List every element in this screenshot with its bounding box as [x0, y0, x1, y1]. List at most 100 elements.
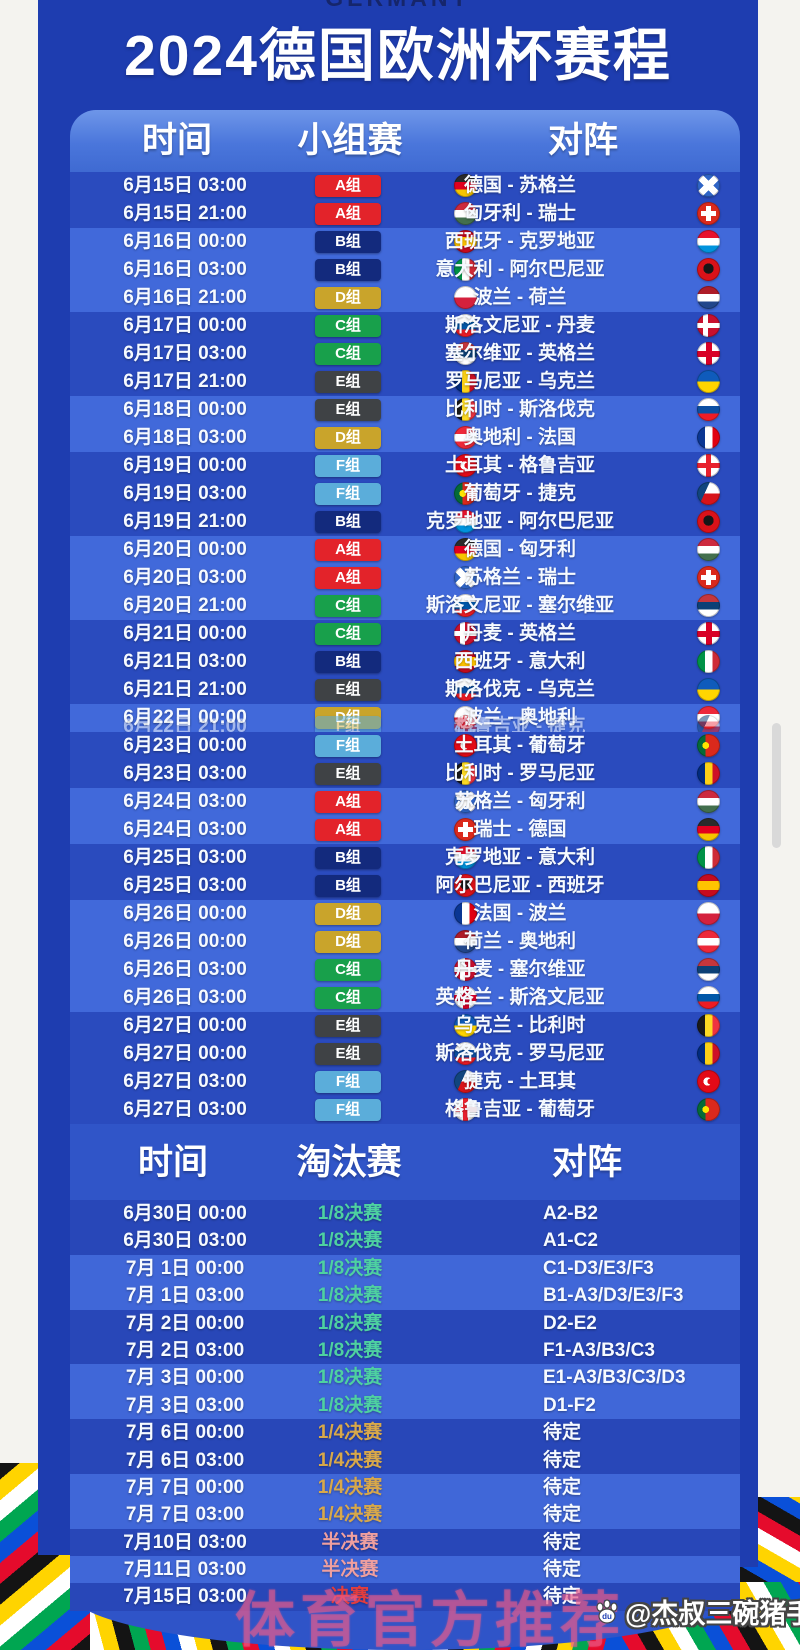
match-time: 6月24日 03:00	[123, 791, 247, 812]
knockout-stage-label: 1/4决赛	[317, 1422, 383, 1444]
croatia-flag-icon	[454, 846, 477, 869]
group-badge: B组	[315, 231, 381, 253]
matchup-text: 苏格兰 - 匈牙利	[454, 791, 586, 812]
knockout-row: 7月15日 03:00 决赛 待定	[70, 1583, 740, 1611]
group-stage-row: 6月17日 21:00 E组 罗马尼亚 - 乌克兰	[70, 368, 740, 396]
match-time: 6月19日 00:00	[123, 455, 247, 476]
matchup-text: 斯洛伐克 - 罗马尼亚	[435, 1043, 605, 1064]
group-badge: F组	[315, 455, 381, 477]
knockout-row: 7月11日 03:00 半决赛 待定	[70, 1556, 740, 1584]
knockout-stage-label: 1/8决赛	[317, 1257, 383, 1279]
group-stage-row: 6月21日 03:00 B组 西班牙 - 意大利	[70, 648, 740, 676]
column-header-time: 时间	[141, 121, 212, 160]
england-flag-icon	[697, 622, 720, 645]
match-time: 7月 1日 00:00	[125, 1257, 245, 1279]
knockout-rows: 6月30日 00:00 1/8决赛 A2-B2 6月30日 03:00 1/8决赛 A1-…	[70, 1200, 740, 1611]
matchup-text: 斯洛文尼亚 - 丹麦	[445, 315, 595, 336]
knockout-row: 7月 7日 03:00 1/4决赛 待定	[70, 1501, 740, 1529]
croatia-flag-icon	[454, 510, 477, 533]
belgium-flag-icon	[697, 1014, 720, 1037]
scrollbar-thumb[interactable]	[772, 723, 781, 848]
match-time: 6月27日 00:00	[123, 1043, 247, 1064]
portugal-flag-icon	[697, 734, 720, 757]
match-time: 7月10日 03:00	[123, 1531, 247, 1553]
match-time: 6月18日 00:00	[123, 399, 247, 420]
group-stage-row: 6月23日 03:00 E组 比利时 - 罗马尼亚	[70, 760, 740, 788]
turkey-flag-icon	[697, 1070, 720, 1093]
spain-flag-icon	[454, 650, 477, 673]
match-time: 7月 6日 03:00	[125, 1449, 245, 1471]
match-time: 6月21日 03:00	[123, 651, 247, 672]
england-flag-icon	[697, 342, 720, 365]
group-stage-row: 6月26日 03:00 C组 英格兰 - 斯洛文尼亚	[70, 984, 740, 1012]
group-badge: B组	[315, 875, 381, 897]
group-stage-rows: 6月15日 03:00 A组 德国 - 苏格兰 6月15日 21:00 A组 匈牙利 - …	[70, 172, 740, 1124]
matchup-text: 待定	[543, 1586, 582, 1608]
group-stage-row: 6月20日 00:00 A组 德国 - 匈牙利	[70, 536, 740, 564]
knockout-stage-label: 半决赛	[321, 1531, 379, 1553]
match-time: 7月11日 03:00	[123, 1559, 247, 1581]
match-time: 6月21日 21:00	[123, 679, 247, 700]
scotland-flag-icon	[697, 174, 720, 197]
match-time: 6月19日 03:00	[123, 483, 247, 504]
group-stage-row: 6月17日 00:00 C组 斯洛文尼亚 - 丹麦	[70, 312, 740, 340]
group-badge: A组	[315, 791, 381, 813]
knockout-stage-label: 1/8决赛	[317, 1339, 383, 1361]
albania-flag-icon	[454, 874, 477, 897]
italy-flag-icon	[697, 650, 720, 673]
group-stage-row: 6月26日 00:00 D组 法国 - 波兰	[70, 900, 740, 928]
group-badge: D组	[315, 903, 381, 925]
matchup-text: 待定	[543, 1422, 582, 1444]
albania-flag-icon	[697, 510, 720, 533]
matchup-text: 斯洛伐克 - 乌克兰	[445, 679, 595, 700]
matchup-text: 波兰 - 荷兰	[473, 287, 567, 308]
slovakia-flag-icon	[454, 678, 477, 701]
knockout-stage-label: 1/4决赛	[317, 1476, 383, 1498]
turkey-flag-icon	[454, 734, 477, 757]
matchup-text: 意大利 - 阿尔巴尼亚	[435, 259, 605, 280]
match-time: 6月25日 03:00	[123, 875, 247, 896]
group-badge: F组	[315, 1071, 381, 1093]
slovakia-flag-icon	[697, 398, 720, 421]
group-stage-row: 6月18日 00:00 E组 比利时 - 斯洛伐克	[70, 396, 740, 424]
group-stage-row: 6月24日 03:00 A组 瑞士 - 德国	[70, 816, 740, 844]
matchup-text: B1-A3/D3/E3/F3	[543, 1285, 684, 1307]
knockout-row: 7月 1日 03:00 1/8决赛 B1-A3/D3/E3/F3	[70, 1282, 740, 1310]
group-stage-row: 6月19日 00:00 F组 土耳其 - 格鲁吉亚	[70, 452, 740, 480]
matchup-text: 土耳其 - 格鲁吉亚	[445, 455, 595, 476]
group-badge: F组	[315, 1099, 381, 1121]
belgium-flag-icon	[454, 762, 477, 785]
matchup-text: 待定	[543, 1504, 582, 1526]
portugal-flag-icon	[697, 1098, 720, 1121]
poland-flag-icon	[697, 902, 720, 925]
match-time: 6月20日 03:00	[123, 567, 247, 588]
match-time: 6月30日 00:00	[123, 1203, 247, 1224]
panel-edge-left	[38, 1455, 70, 1555]
spain-flag-icon	[697, 874, 720, 897]
credit-text: @杰叔三碗猪手面	[625, 1599, 800, 1629]
group-stage-row: 6月16日 00:00 B组 西班牙 - 克罗地亚	[70, 228, 740, 256]
matchup-text: 阿尔巴尼亚 - 西班牙	[435, 875, 605, 896]
group-badge: E组	[315, 371, 381, 393]
match-time: 6月22日 21:00	[123, 716, 247, 737]
knockout-stage-label: 1/8决赛	[317, 1285, 383, 1307]
group-stage-row: 6月23日 00:00 F组 土耳其 - 葡萄牙	[70, 732, 740, 760]
match-time: 6月24日 03:00	[123, 819, 247, 840]
serbia-flag-icon	[697, 594, 720, 617]
group-badge: F组	[315, 483, 381, 505]
matchup-text: 待定	[543, 1531, 582, 1553]
group-stage-row: 6月16日 03:00 B组 意大利 - 阿尔巴尼亚	[70, 256, 740, 284]
matchup-text: 法国 - 波兰	[473, 903, 567, 924]
poster-title: 2024德国欧洲杯赛程	[124, 24, 672, 88]
matchup-text: 德国 - 苏格兰	[464, 175, 576, 196]
italy-flag-icon	[697, 846, 720, 869]
matchup-text: 乌克兰 - 比利时	[454, 1015, 586, 1036]
match-time: 6月17日 03:00	[123, 343, 247, 364]
knockout-stage-label: 1/8决赛	[317, 1203, 383, 1224]
group-badge: C组	[315, 623, 381, 645]
knockout-stage-label: 1/4决赛	[317, 1504, 383, 1526]
knockout-row: 7月 6日 03:00 1/4决赛 待定	[70, 1446, 740, 1474]
group-badge: E组	[315, 399, 381, 421]
column-header-match: 对阵	[547, 121, 618, 160]
group-badge: E组	[315, 1015, 381, 1037]
